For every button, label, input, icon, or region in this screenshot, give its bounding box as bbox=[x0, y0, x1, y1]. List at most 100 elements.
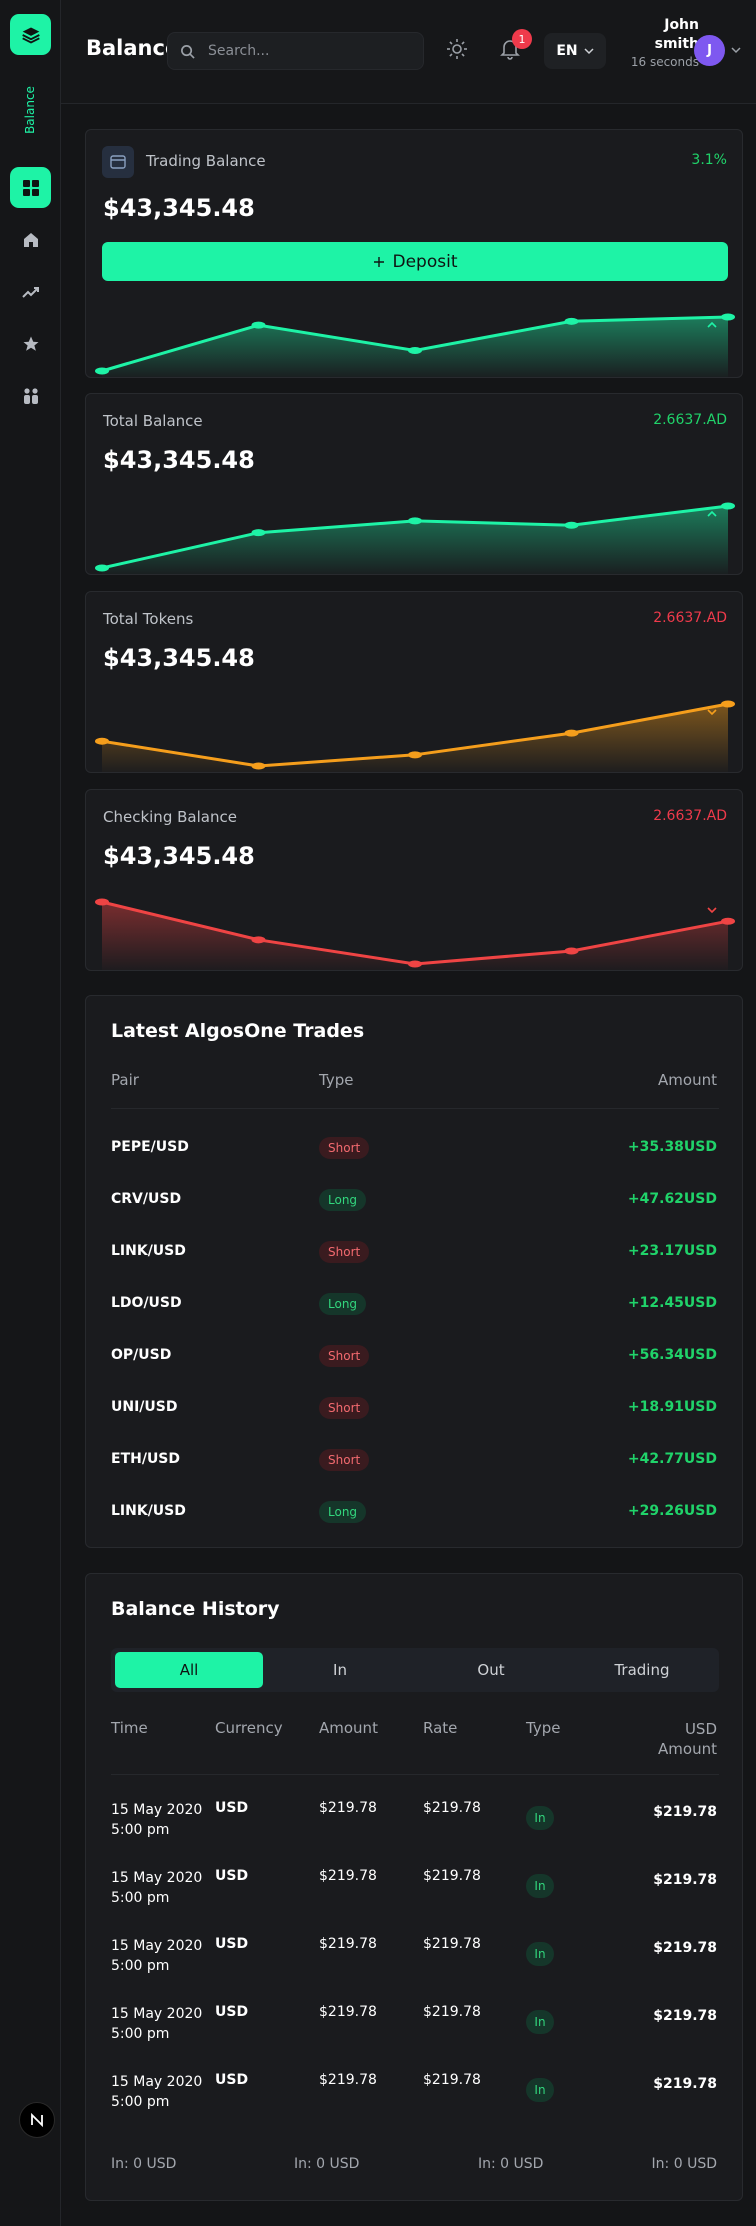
sparkline bbox=[86, 494, 742, 574]
sparkline-chart bbox=[95, 898, 735, 970]
card-title: Checking Balance bbox=[103, 808, 237, 826]
trade-amount: +12.45USD bbox=[627, 1295, 717, 1311]
card-total-tokens: Total Tokens 2.6637.AD $43,345.48 bbox=[85, 591, 743, 773]
trade-type-badge: Short bbox=[319, 1397, 370, 1419]
user-last-seen: 16 seconds bbox=[630, 55, 699, 69]
sparkline-point bbox=[251, 762, 266, 770]
sparkline-chart bbox=[95, 502, 735, 574]
trade-pair: LINK/USD bbox=[111, 1503, 186, 1519]
layers-icon bbox=[21, 27, 40, 44]
wallet-card-icon bbox=[102, 146, 134, 178]
chevron-down-icon bbox=[707, 709, 717, 716]
chevron-down-icon bbox=[707, 907, 717, 914]
page-title: Balance bbox=[86, 36, 180, 60]
history-type-badge: In bbox=[526, 1806, 554, 1830]
notification-badge: 1 bbox=[512, 29, 532, 49]
tab-out[interactable]: Out bbox=[477, 1661, 505, 1679]
trade-type-badge: Short bbox=[319, 1241, 370, 1263]
history-type-badge: In bbox=[526, 1942, 554, 1966]
trade-pair: LDO/USD bbox=[111, 1295, 182, 1311]
history-tabs: All In Out Trading bbox=[111, 1648, 719, 1692]
sun-icon[interactable] bbox=[446, 38, 468, 60]
search-input[interactable] bbox=[208, 33, 418, 69]
history-type-badge: In bbox=[526, 1874, 554, 1898]
sidebar-item-trends[interactable] bbox=[10, 271, 51, 312]
deposit-label: Deposit bbox=[392, 251, 458, 272]
history-type-badge: In bbox=[526, 2010, 554, 2034]
sparkline-point bbox=[564, 947, 579, 955]
user-menu-chevron-icon[interactable] bbox=[731, 45, 741, 55]
language-label: EN bbox=[556, 43, 578, 59]
card-value: $43,345.48 bbox=[103, 446, 255, 474]
section-title: Latest AlgosOne Trades bbox=[111, 1020, 365, 1042]
n-logo-icon bbox=[31, 2112, 43, 2128]
column-header-amount: Amount bbox=[658, 1071, 717, 1089]
sidebar-item-home[interactable] bbox=[10, 219, 51, 260]
column-header-usd-amount: USD Amount bbox=[658, 1720, 717, 1758]
column-header-currency: Currency bbox=[215, 1719, 283, 1737]
sparkline-chart bbox=[95, 700, 735, 772]
sparkline-point bbox=[95, 737, 109, 745]
next-badge[interactable] bbox=[19, 2102, 55, 2138]
footer-total: In: 0 USD bbox=[111, 2156, 177, 2172]
plus-icon bbox=[373, 256, 384, 267]
history-amount: $219.78 bbox=[319, 1868, 377, 1884]
trade-amount: +29.26USD bbox=[627, 1503, 717, 1519]
trade-amount: +35.38USD bbox=[627, 1139, 717, 1155]
sidebar-item-favorites[interactable] bbox=[10, 323, 51, 364]
balance-history-card: Balance History All In Out Trading Time … bbox=[85, 1573, 743, 2201]
tab-trading[interactable]: Trading bbox=[614, 1661, 670, 1679]
sparkline-point bbox=[95, 564, 109, 572]
sparkline-area bbox=[102, 902, 728, 970]
history-rate: $219.78 bbox=[423, 1800, 481, 1816]
history-time: 15 May 2020 5:00 pm bbox=[111, 1936, 202, 1976]
history-currency: USD bbox=[215, 2072, 249, 2088]
sidebar-item-dashboard[interactable] bbox=[10, 167, 51, 208]
trade-amount: +42.77USD bbox=[627, 1451, 717, 1467]
card-change: 2.6637.AD bbox=[653, 808, 727, 824]
footer-total: In: 0 USD bbox=[478, 2156, 544, 2172]
sparkline-area bbox=[102, 506, 728, 574]
history-date: 15 May 2020 bbox=[111, 1802, 203, 1818]
card-title: Trading Balance bbox=[146, 152, 266, 170]
sparkline-point bbox=[251, 321, 266, 329]
sparkline-point bbox=[721, 700, 735, 708]
trending-up-icon bbox=[21, 286, 39, 298]
trade-pair: UNI/USD bbox=[111, 1399, 178, 1415]
card-change: 2.6637.AD bbox=[653, 412, 727, 428]
users-icon bbox=[23, 387, 38, 404]
trade-type-badge: Long bbox=[319, 1189, 367, 1211]
history-rate: $219.78 bbox=[423, 2004, 481, 2020]
history-usd-amount: $219.78 bbox=[653, 2008, 717, 2024]
sidebar-item-users[interactable] bbox=[10, 375, 51, 416]
section-title: Balance History bbox=[111, 1598, 280, 1620]
sparkline-point bbox=[408, 346, 422, 354]
trade-type-badge: Long bbox=[319, 1293, 367, 1315]
card-trading-balance: Trading Balance 3.1% $43,345.48 Deposit bbox=[85, 129, 743, 378]
deposit-button[interactable]: Deposit bbox=[102, 242, 728, 281]
history-rate: $219.78 bbox=[423, 2072, 481, 2088]
sidebar: Balance bbox=[0, 0, 61, 2226]
history-amount: $219.78 bbox=[319, 2072, 377, 2088]
logo[interactable] bbox=[10, 14, 51, 55]
trade-amount: +23.17USD bbox=[627, 1243, 717, 1259]
history-date: 15 May 2020 bbox=[111, 1938, 203, 1954]
card-checking-balance: Checking Balance 2.6637.AD $43,345.48 bbox=[85, 789, 743, 971]
history-currency: USD bbox=[215, 2004, 249, 2020]
history-time: 15 May 2020 5:00 pm bbox=[111, 2004, 202, 2044]
card-value: $43,345.48 bbox=[103, 194, 255, 222]
avatar[interactable]: J bbox=[694, 35, 725, 66]
tab-in[interactable]: In bbox=[333, 1661, 347, 1679]
card-change: 2.6637.AD bbox=[653, 610, 727, 626]
history-amount: $219.78 bbox=[319, 1936, 377, 1952]
sparkline-point bbox=[564, 729, 579, 737]
tab-all[interactable]: All bbox=[115, 1652, 263, 1688]
history-clock: 5:00 pm bbox=[111, 1890, 170, 1906]
search-box[interactable] bbox=[167, 32, 424, 70]
column-header-amount: Amount bbox=[319, 1719, 378, 1737]
card-title: Total Balance bbox=[103, 412, 203, 430]
latest-trades-card: Latest AlgosOne Trades Pair Type Amount … bbox=[85, 995, 743, 1548]
sparkline bbox=[86, 692, 742, 772]
sparkline-point bbox=[251, 529, 266, 537]
language-select[interactable]: EN bbox=[544, 33, 606, 69]
